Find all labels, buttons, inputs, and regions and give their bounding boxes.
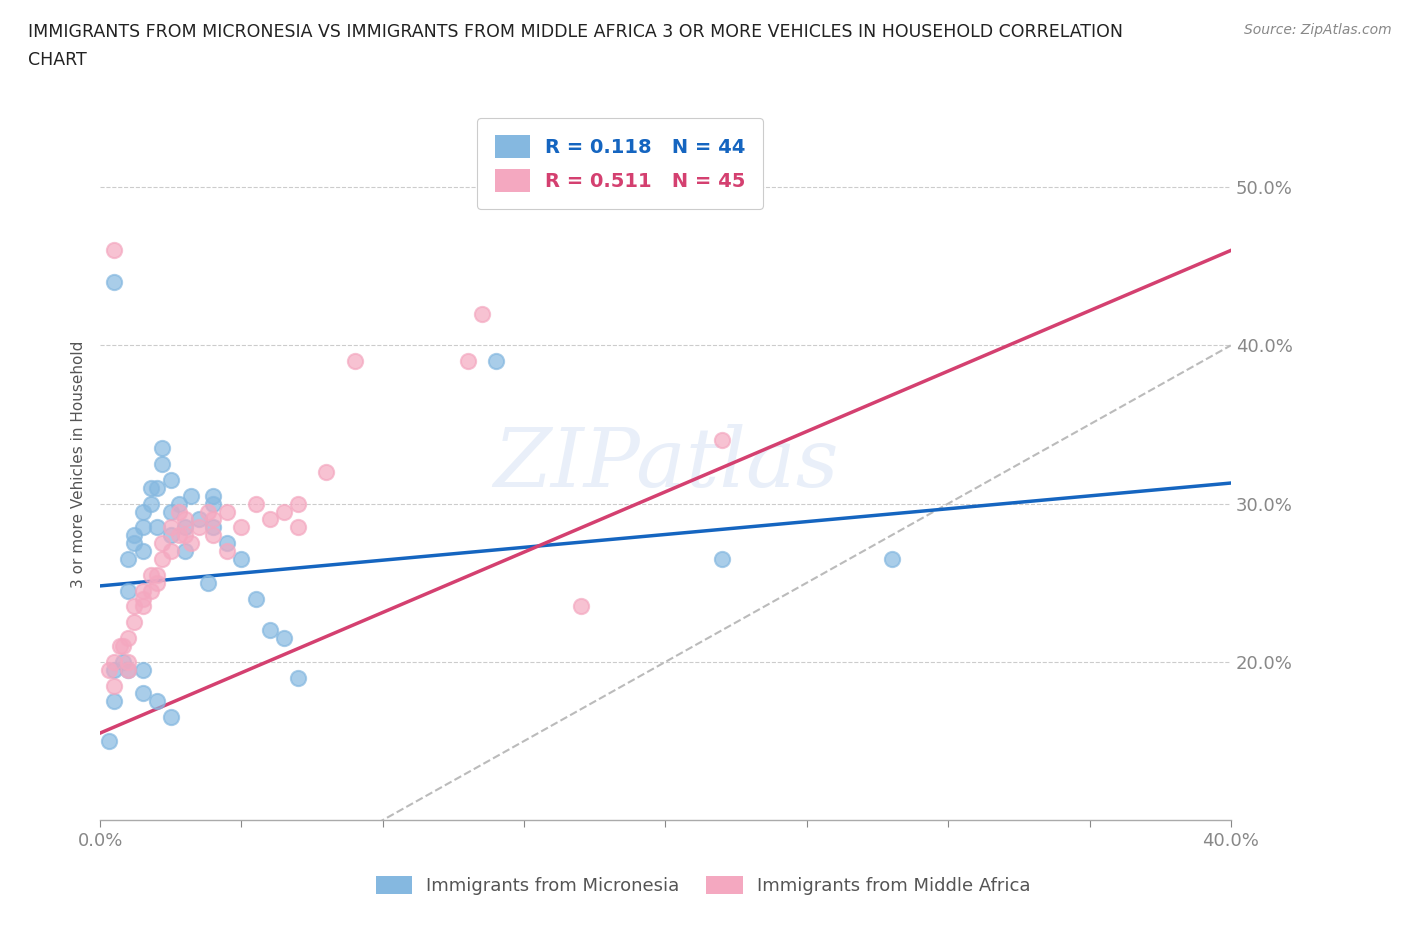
- Point: [287, 497, 309, 512]
- Point: [117, 662, 139, 677]
- Point: [159, 504, 181, 519]
- Point: [169, 528, 191, 543]
- Point: [217, 536, 239, 551]
- Point: [202, 488, 225, 503]
- Point: [231, 551, 253, 566]
- Point: [117, 583, 139, 598]
- Point: [131, 583, 153, 598]
- Point: [711, 551, 734, 566]
- Point: [180, 536, 202, 551]
- Point: [122, 615, 145, 630]
- Point: [159, 544, 181, 559]
- Point: [145, 694, 167, 709]
- Point: [180, 488, 202, 503]
- Point: [150, 551, 173, 566]
- Point: [145, 520, 167, 535]
- Point: [457, 353, 479, 368]
- Point: [287, 520, 309, 535]
- Text: Source: ZipAtlas.com: Source: ZipAtlas.com: [1244, 23, 1392, 37]
- Point: [131, 591, 153, 606]
- Legend: Immigrants from Micronesia, Immigrants from Middle Africa: Immigrants from Micronesia, Immigrants f…: [368, 869, 1038, 902]
- Text: IMMIGRANTS FROM MICRONESIA VS IMMIGRANTS FROM MIDDLE AFRICA 3 OR MORE VEHICLES I: IMMIGRANTS FROM MICRONESIA VS IMMIGRANTS…: [28, 23, 1123, 41]
- Point: [202, 497, 225, 512]
- Point: [117, 631, 139, 645]
- Point: [117, 551, 139, 566]
- Point: [145, 480, 167, 495]
- Point: [159, 710, 181, 724]
- Point: [245, 497, 267, 512]
- Point: [188, 512, 211, 527]
- Point: [259, 623, 281, 638]
- Point: [150, 441, 173, 456]
- Point: [343, 353, 366, 368]
- Point: [217, 504, 239, 519]
- Point: [711, 432, 734, 447]
- Point: [150, 536, 173, 551]
- Point: [122, 528, 145, 543]
- Point: [287, 671, 309, 685]
- Point: [197, 504, 219, 519]
- Point: [97, 734, 120, 749]
- Point: [169, 497, 191, 512]
- Point: [202, 528, 225, 543]
- Point: [145, 567, 167, 582]
- Point: [122, 599, 145, 614]
- Point: [145, 576, 167, 591]
- Point: [159, 520, 181, 535]
- Point: [174, 544, 197, 559]
- Point: [103, 662, 125, 677]
- Point: [117, 655, 139, 670]
- Point: [103, 678, 125, 693]
- Point: [139, 567, 162, 582]
- Point: [131, 504, 153, 519]
- Point: [103, 694, 125, 709]
- Point: [97, 662, 120, 677]
- Point: [217, 544, 239, 559]
- Point: [169, 504, 191, 519]
- Point: [188, 520, 211, 535]
- Point: [159, 472, 181, 487]
- Point: [174, 520, 197, 535]
- Point: [103, 655, 125, 670]
- Point: [485, 353, 508, 368]
- Text: CHART: CHART: [28, 51, 87, 69]
- Point: [139, 497, 162, 512]
- Point: [117, 662, 139, 677]
- Point: [880, 551, 903, 566]
- Point: [131, 520, 153, 535]
- Point: [245, 591, 267, 606]
- Point: [174, 512, 197, 527]
- Legend: R = 0.118   N = 44, R = 0.511   N = 45: R = 0.118 N = 44, R = 0.511 N = 45: [477, 118, 763, 209]
- Point: [202, 520, 225, 535]
- Point: [139, 583, 162, 598]
- Point: [122, 536, 145, 551]
- Point: [273, 631, 295, 645]
- Point: [150, 457, 173, 472]
- Point: [569, 599, 592, 614]
- Point: [131, 599, 153, 614]
- Point: [139, 480, 162, 495]
- Point: [202, 512, 225, 527]
- Point: [103, 274, 125, 289]
- Point: [197, 576, 219, 591]
- Point: [131, 544, 153, 559]
- Point: [111, 639, 134, 654]
- Point: [273, 504, 295, 519]
- Point: [131, 662, 153, 677]
- Point: [259, 512, 281, 527]
- Point: [471, 306, 494, 321]
- Text: ZIPatlas: ZIPatlas: [492, 424, 838, 504]
- Point: [159, 528, 181, 543]
- Point: [103, 243, 125, 258]
- Y-axis label: 3 or more Vehicles in Household: 3 or more Vehicles in Household: [72, 340, 86, 588]
- Point: [131, 686, 153, 701]
- Point: [231, 520, 253, 535]
- Point: [174, 528, 197, 543]
- Point: [315, 464, 337, 479]
- Point: [108, 639, 131, 654]
- Point: [111, 655, 134, 670]
